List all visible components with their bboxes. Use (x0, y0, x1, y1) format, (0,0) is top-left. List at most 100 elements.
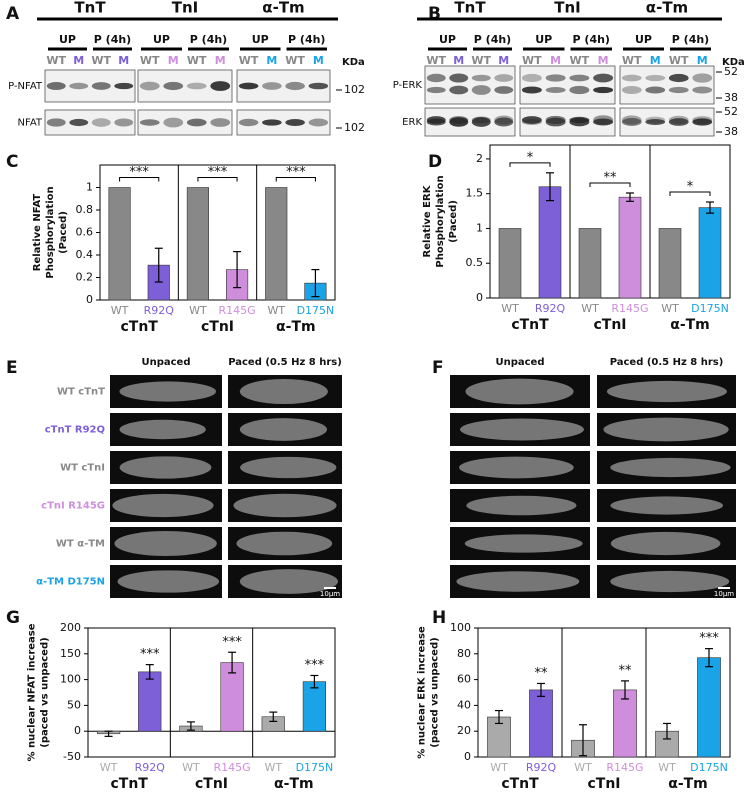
condition: P (4h) (190, 33, 227, 46)
blot-band (494, 117, 514, 127)
blot-band (114, 118, 134, 127)
row-label: WT cTnI (60, 463, 105, 474)
blot-group: TnT (74, 0, 106, 17)
blot-group: TnT (454, 0, 486, 17)
error-bar (495, 709, 503, 725)
x-tick-label: WT (100, 761, 118, 774)
y-axis-label: % nuclear NFAT increase (27, 623, 38, 761)
sig-bracket (669, 191, 711, 197)
sig-bracket (589, 182, 631, 187)
group-label: cTnT (110, 776, 148, 792)
bar (658, 228, 682, 299)
cell (465, 378, 574, 405)
blot-image (137, 69, 233, 103)
row-label: cTnT R92Q (45, 425, 105, 436)
scale-label: 10μm (320, 590, 340, 598)
error-bar (104, 730, 113, 737)
blot-band (668, 73, 689, 83)
panel-letter: A (6, 4, 20, 24)
blot-band (692, 86, 713, 94)
row-label: α-TM D175N (36, 577, 105, 588)
blot-band (621, 86, 642, 94)
cell (119, 456, 212, 479)
x-tick-label: R145G (218, 304, 255, 317)
sig-bracket (509, 162, 551, 167)
blot-band (426, 118, 446, 126)
x-tick-label: WT (661, 302, 679, 315)
blot-band (163, 117, 184, 128)
y-tick-label: 2 (476, 152, 483, 165)
panel-letter: D (428, 152, 442, 172)
x-tick-label: R145G (611, 302, 648, 315)
error-bar (626, 192, 634, 202)
x-tick-label: D175N (691, 302, 729, 315)
bar (108, 187, 131, 301)
column-header: Paced (0.5 Hz 8 hrs) (228, 357, 342, 368)
y-tick-label: 0.6 (76, 226, 94, 239)
error-bar (228, 651, 237, 674)
blot-band (163, 81, 184, 91)
error-bar (621, 680, 629, 700)
cell (236, 531, 333, 556)
error-bar (546, 172, 554, 202)
blot-band (545, 86, 566, 94)
row-label: WT cTnT (57, 387, 105, 398)
panel-letter: F (432, 358, 444, 378)
group-label: cTnI (593, 317, 626, 333)
blot-band (569, 74, 590, 82)
lane-label: M (266, 54, 277, 67)
y-tick-label: 100 (60, 673, 81, 686)
bar (618, 196, 642, 299)
row-label: NFAT (18, 118, 43, 129)
lane-label: M (453, 54, 464, 67)
blot-band (262, 119, 282, 126)
blot-band (308, 82, 329, 90)
y-tick-label: 1 (476, 221, 483, 234)
error-bar (186, 721, 195, 731)
row-label: ERK (402, 117, 422, 128)
y-tick-label: 0.8 (76, 203, 94, 216)
plot-frame (87, 627, 336, 758)
cell (464, 534, 583, 553)
plot-frame (99, 164, 336, 301)
blot-image (519, 65, 616, 105)
x-tick-label: WT (111, 304, 129, 317)
group-label: α-Tm (274, 776, 314, 792)
group-label: cTnI (201, 319, 234, 335)
y-axis-label: Phosphorylation (45, 186, 56, 278)
group-label: cTnI (587, 776, 620, 792)
cell (114, 530, 217, 557)
y-axis-label: (paced vs unpaced) (40, 637, 51, 747)
condition: P (4h) (94, 33, 131, 46)
blot-band (186, 82, 207, 90)
y-tick-label: 0 (476, 291, 483, 304)
panel-letter: E (6, 358, 18, 378)
scale-label: 10μm (714, 590, 734, 598)
bar (302, 681, 327, 732)
x-tick-label: R145G (213, 761, 250, 774)
y-axis-label: (paced vs unpaced) (430, 637, 441, 747)
group-label: cTnT (120, 319, 158, 335)
x-tick-label: WT (264, 761, 282, 774)
row-label: P-ERK (393, 80, 423, 91)
error-bar (145, 664, 154, 680)
cell (610, 570, 730, 593)
lane-label: WT (140, 54, 160, 67)
sig-bracket (275, 177, 316, 182)
cell (606, 380, 728, 403)
y-axis-label: (Paced) (58, 211, 69, 254)
blot-band (645, 86, 666, 94)
significance: *** (305, 658, 325, 673)
group-label: cTnI (195, 776, 228, 792)
group-label: α-Tm (670, 317, 710, 333)
cell (239, 378, 328, 405)
column-header: Paced (0.5 Hz 8 hrs) (610, 357, 724, 368)
significance: *** (129, 165, 149, 180)
y-tick-label: 20 (457, 724, 471, 737)
condition: P (4h) (672, 33, 709, 46)
blot-band (593, 118, 614, 126)
blot-band (521, 86, 542, 94)
blot-image (619, 65, 715, 105)
column-header: Unpaced (495, 357, 544, 368)
cell (112, 493, 214, 518)
